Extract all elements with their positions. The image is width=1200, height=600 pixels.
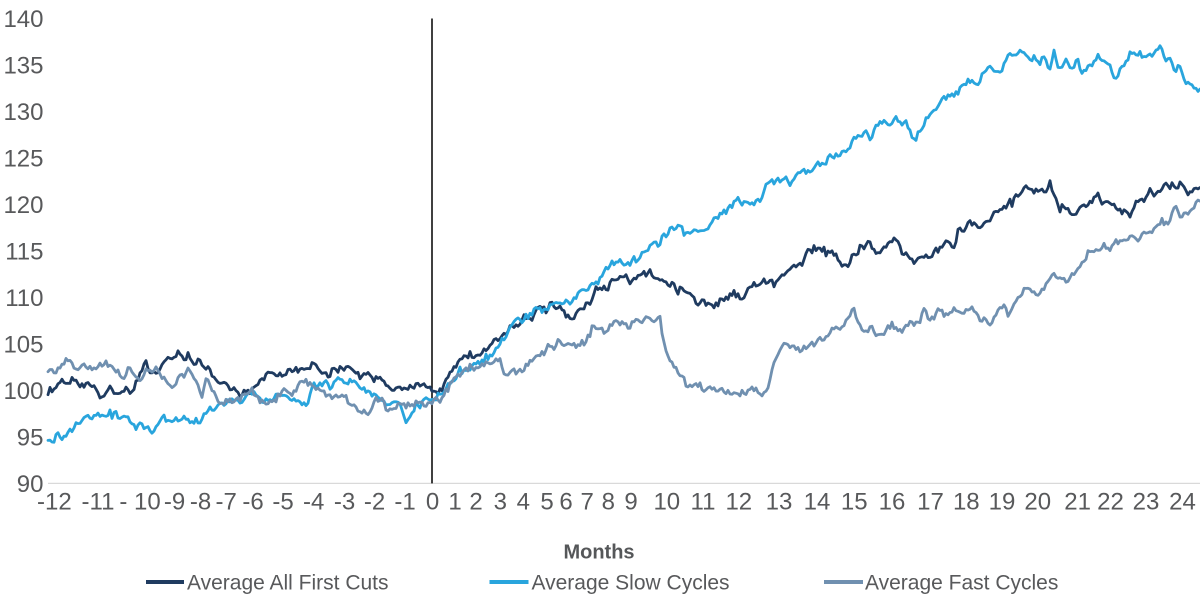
svg-text:10: 10 [653,488,680,515]
svg-text:-12: -12 [37,488,72,515]
svg-text:Average Fast Cycles: Average Fast Cycles [865,572,1058,595]
svg-text:90: 90 [17,471,44,498]
svg-text:18: 18 [953,488,980,515]
svg-text:21: 21 [1064,488,1091,515]
svg-text:16: 16 [879,488,906,515]
svg-text:100: 100 [3,378,43,405]
svg-text:5: 5 [540,488,553,515]
svg-text:2: 2 [469,488,482,515]
svg-text:4: 4 [517,488,530,515]
svg-text:120: 120 [3,192,43,219]
svg-text:3: 3 [494,488,507,515]
svg-text:11: 11 [691,488,716,515]
svg-text:Average Slow Cycles: Average Slow Cycles [532,572,730,595]
svg-text:14: 14 [804,488,831,515]
svg-text:15: 15 [841,488,868,515]
svg-text:-4: -4 [303,488,324,515]
svg-text:130: 130 [3,99,43,126]
svg-text:-5: -5 [272,488,293,515]
svg-text:105: 105 [3,331,43,358]
svg-text:-2: -2 [364,488,385,515]
svg-text:125: 125 [3,145,43,172]
svg-text:17: 17 [917,488,944,515]
svg-text:6: 6 [559,488,572,515]
svg-text:8: 8 [602,488,615,515]
svg-text:-7: -7 [216,488,237,515]
svg-text:22: 22 [1097,488,1124,515]
svg-text:1: 1 [448,488,461,515]
svg-text:20: 20 [1024,488,1051,515]
svg-text:-3: -3 [334,488,355,515]
svg-text:9: 9 [624,488,637,515]
svg-text:135: 135 [3,53,43,80]
svg-text:110: 110 [5,285,43,312]
svg-text:0: 0 [426,488,439,515]
svg-text:Average All First Cuts: Average All First Cuts [187,572,389,595]
svg-text:95: 95 [17,424,44,451]
svg-text:-1: -1 [394,488,415,515]
svg-text:7: 7 [581,488,594,515]
svg-text:-8: -8 [190,488,211,515]
svg-text:12: 12 [725,488,752,515]
svg-text:23: 23 [1133,488,1160,515]
svg-text:Months: Months [563,542,634,564]
svg-text:-9: -9 [164,488,185,515]
svg-text:19: 19 [989,488,1016,515]
svg-text:-11: -11 [82,488,115,515]
svg-text:-6: -6 [242,488,263,515]
svg-text:24: 24 [1169,488,1196,515]
svg-text:- 10: - 10 [119,488,160,515]
svg-text:115: 115 [5,238,43,265]
svg-text:140: 140 [3,6,43,33]
svg-text:13: 13 [766,488,793,515]
